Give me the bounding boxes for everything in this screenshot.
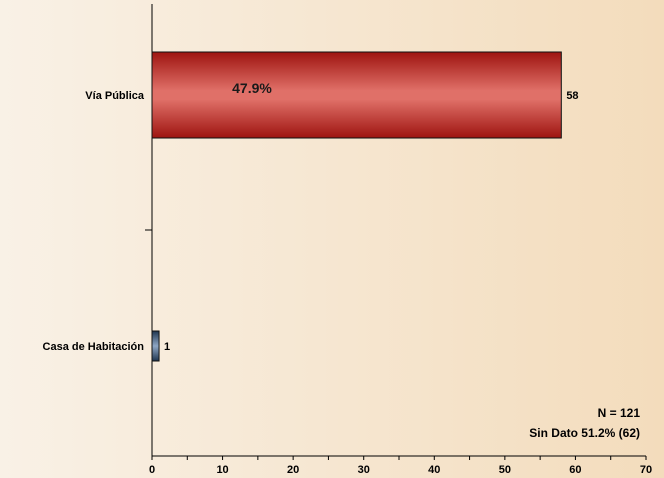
chart-labels: 0 10 20 30 40 50 60 70 Vía Pública 58 47.9% Casa de… (43, 80, 653, 476)
x-tick-label: 10 (216, 464, 228, 476)
x-tick-label: 40 (428, 464, 440, 476)
category-label-1: Casa de Habitación (43, 341, 145, 353)
note-n: N = 121 (598, 406, 641, 420)
value-label-0: 58 (566, 90, 578, 102)
note-sin-dato: Sin Dato 51.2% (62) (529, 426, 640, 440)
category-label-0: Vía Pública (85, 90, 145, 102)
x-tick-label: 0 (149, 464, 155, 476)
bar-1 (151, 330, 160, 362)
chart-bars (151, 51, 562, 362)
x-tick-label: 70 (640, 464, 652, 476)
value-label-1: 1 (164, 341, 170, 353)
x-tick-label: 30 (358, 464, 370, 476)
x-tick-label: 50 (499, 464, 511, 476)
x-tick-label: 20 (287, 464, 299, 476)
x-tick-label: 60 (569, 464, 581, 476)
percent-label-0: 47.9% (232, 80, 272, 96)
bar-0 (151, 51, 562, 139)
chart-notes: N = 121 Sin Dato 51.2% (62) (529, 406, 640, 440)
